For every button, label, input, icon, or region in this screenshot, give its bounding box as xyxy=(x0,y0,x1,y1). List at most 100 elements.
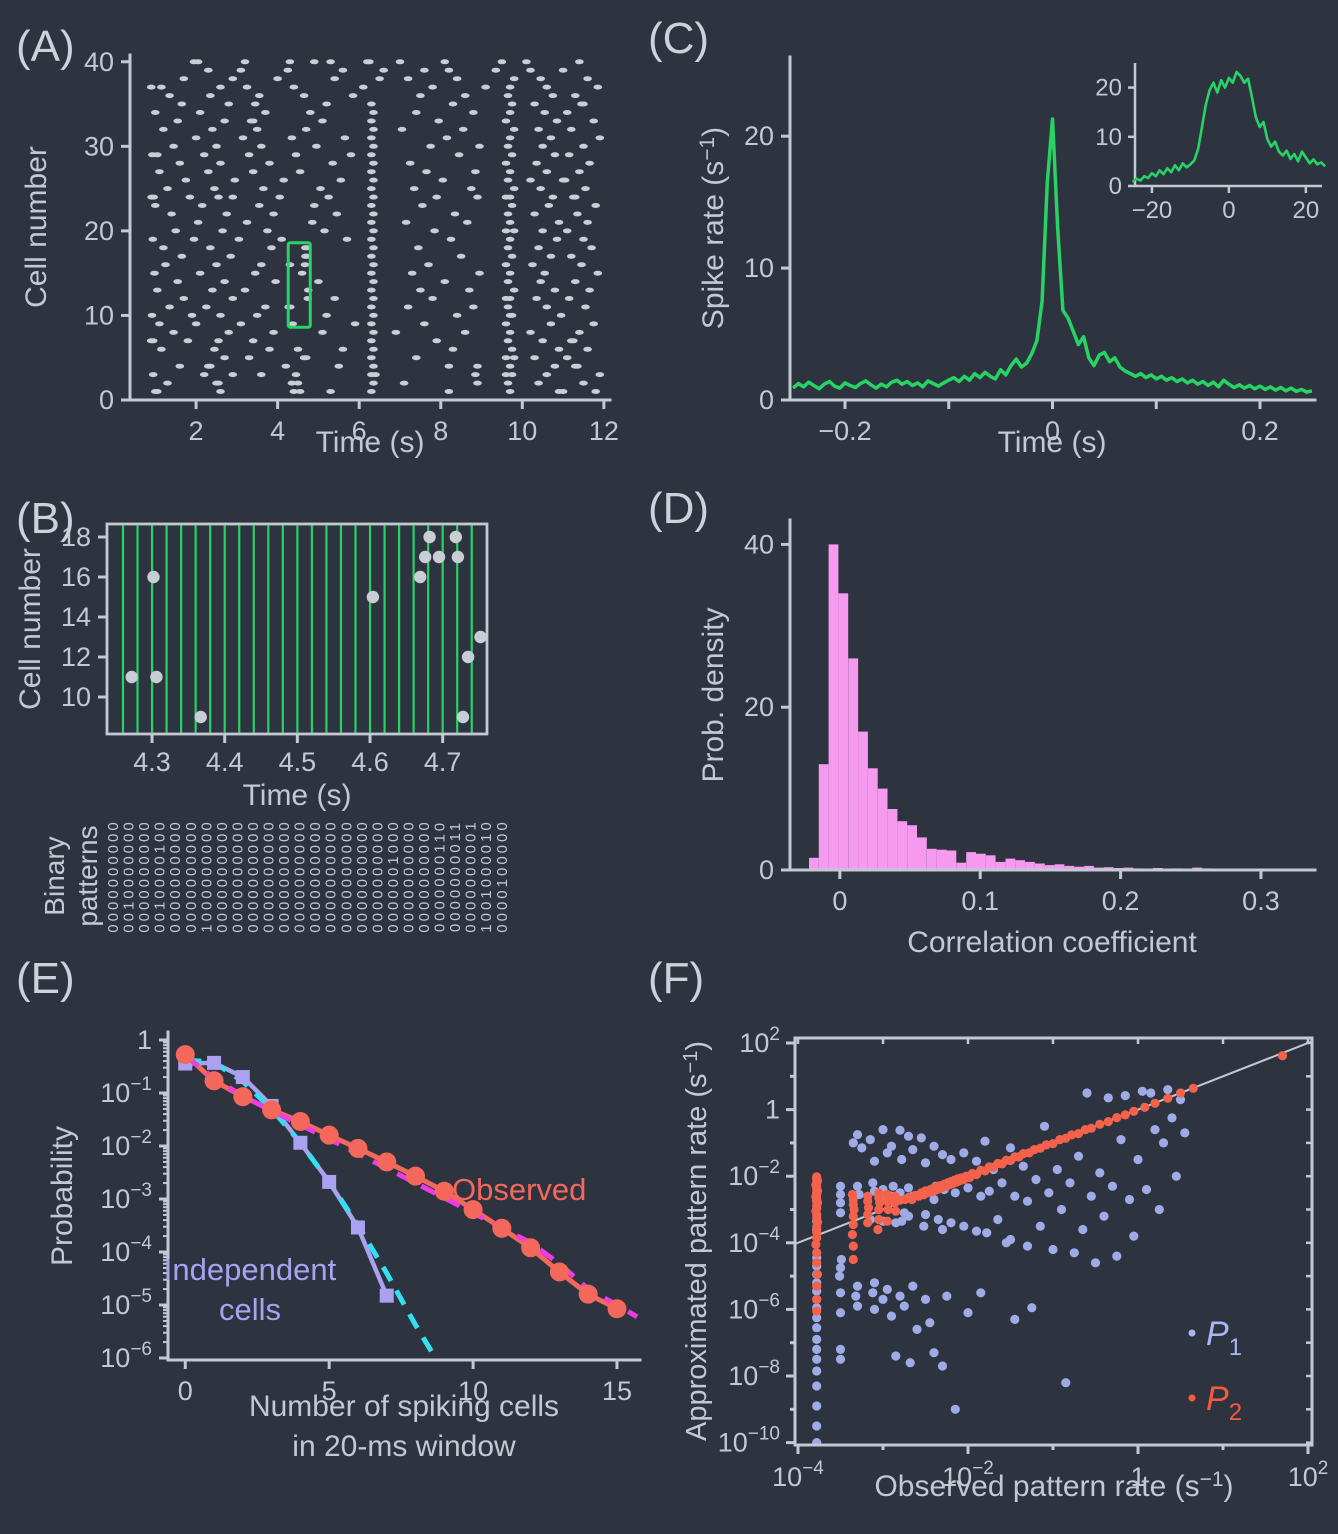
histogram-bar xyxy=(858,731,868,870)
p1-dot xyxy=(976,1191,986,1201)
spike-dot xyxy=(530,211,539,217)
p1-dot xyxy=(1137,1086,1147,1096)
spike-dot xyxy=(503,338,513,344)
p2-dot xyxy=(1073,1129,1084,1139)
x-tick-label: 5 xyxy=(322,1376,337,1406)
y-tick-label: 10−6 xyxy=(728,1290,780,1324)
x-axis-title: Time (s) xyxy=(998,426,1107,459)
spike-dot xyxy=(322,312,331,318)
x-axis-title: Time (s) xyxy=(316,426,425,459)
spike-dot xyxy=(589,321,598,327)
spike-dot xyxy=(151,203,160,208)
spike-dot xyxy=(460,93,470,99)
spike-dot xyxy=(320,228,329,234)
spike-dot xyxy=(293,380,303,386)
spike-dot xyxy=(507,312,517,318)
spike-dot xyxy=(312,143,321,149)
y-tick-label: 0 xyxy=(759,855,774,885)
p1-dot xyxy=(1022,1196,1033,1206)
spike-dot xyxy=(369,329,378,335)
spike-dot xyxy=(197,203,207,208)
spike-dot xyxy=(150,670,163,684)
y-tick-label: 16 xyxy=(61,562,91,592)
spike-dot xyxy=(306,110,315,115)
spike-dot xyxy=(242,84,252,90)
p1-dot xyxy=(886,1141,897,1151)
panel-a-raster: 2 4 6 8 10 12 0 10 20 30 40 Time (s) Cell number xyxy=(20,47,619,459)
spike-dot xyxy=(558,389,568,394)
spike-dot xyxy=(469,110,478,115)
p1-dot xyxy=(812,1313,822,1323)
spike-dot xyxy=(536,186,545,192)
spike-dot xyxy=(595,135,605,141)
p1-dot xyxy=(950,1188,960,1198)
p1-dot xyxy=(835,1271,845,1281)
spike-dot xyxy=(216,160,225,166)
y-tick-label: 10−5 xyxy=(100,1286,152,1320)
x-tick-label: 0.1 xyxy=(961,886,999,916)
histogram-bar xyxy=(867,768,878,870)
observed-marker xyxy=(492,1218,512,1238)
p1-dot xyxy=(852,1281,863,1291)
spike-dot xyxy=(367,338,376,344)
y-axis-title: Spike rate (s−1) xyxy=(696,127,730,329)
p2-dot xyxy=(873,1224,883,1235)
spike-dot xyxy=(222,211,231,217)
spike-dot xyxy=(550,287,560,293)
p1-dot xyxy=(1048,1244,1058,1255)
spike-dot xyxy=(314,279,323,285)
p1-dot xyxy=(1141,1184,1152,1195)
p1-dot xyxy=(895,1291,905,1301)
p1-dot xyxy=(1086,1191,1096,1201)
binary-pattern: 0000000000 xyxy=(323,819,340,932)
spike-dot xyxy=(501,228,511,234)
exp-fit-dashed xyxy=(183,1054,639,1319)
p1-dot xyxy=(852,1130,863,1140)
spike-dot xyxy=(148,236,158,242)
p1-dot xyxy=(1099,1211,1109,1221)
spike-dot xyxy=(240,287,250,293)
spike-dot xyxy=(216,312,225,318)
p1-dot xyxy=(851,1291,861,1301)
spike-dot xyxy=(340,135,350,141)
p2-dot xyxy=(848,1241,858,1251)
spike-dot xyxy=(342,236,352,242)
p2-dot xyxy=(1150,1098,1160,1108)
spike-dot xyxy=(432,194,442,200)
spike-dot xyxy=(526,67,535,73)
y-tick-label: 10−2 xyxy=(100,1127,152,1161)
p1-dot xyxy=(1078,1224,1088,1235)
y-axis-title: Probability xyxy=(46,1126,79,1266)
spike-dot xyxy=(428,296,437,301)
spike-dot xyxy=(458,126,468,132)
histogram-bar xyxy=(1035,863,1045,870)
spike-dot xyxy=(191,135,201,141)
binary-pattern: 1000000000 xyxy=(198,819,215,932)
spike-dot xyxy=(153,287,162,293)
p2-dot xyxy=(1140,1102,1150,1112)
spike-dot xyxy=(532,160,541,166)
y-tick-label: 10−2 xyxy=(728,1157,780,1191)
spike-dot xyxy=(367,287,376,293)
spike-dot xyxy=(289,389,299,394)
spike-dot xyxy=(242,219,252,225)
spike-dot xyxy=(151,110,160,115)
spike-dot xyxy=(179,296,189,301)
spike-dot xyxy=(416,287,425,293)
observed-marker xyxy=(233,1087,253,1107)
independent-annotation: cells xyxy=(219,1292,281,1327)
spike-dot xyxy=(507,372,517,378)
p2-dot xyxy=(848,1254,858,1265)
spike-dot xyxy=(171,228,180,234)
spike-dot xyxy=(501,355,511,361)
x-tick-label: 4.7 xyxy=(424,747,462,777)
legend-dot xyxy=(1188,1329,1196,1337)
spike-dot xyxy=(228,76,238,82)
binary-pattern: 0000000000 xyxy=(338,819,355,932)
spike-dot xyxy=(540,270,549,276)
spike-dot xyxy=(579,380,588,386)
x-axis-title: Observed pattern rate (s−1) xyxy=(874,1468,1233,1503)
x-axis-title: in 20-ms window xyxy=(292,1430,516,1463)
spike-dot xyxy=(310,203,319,208)
p2-dot xyxy=(1188,1083,1198,1093)
